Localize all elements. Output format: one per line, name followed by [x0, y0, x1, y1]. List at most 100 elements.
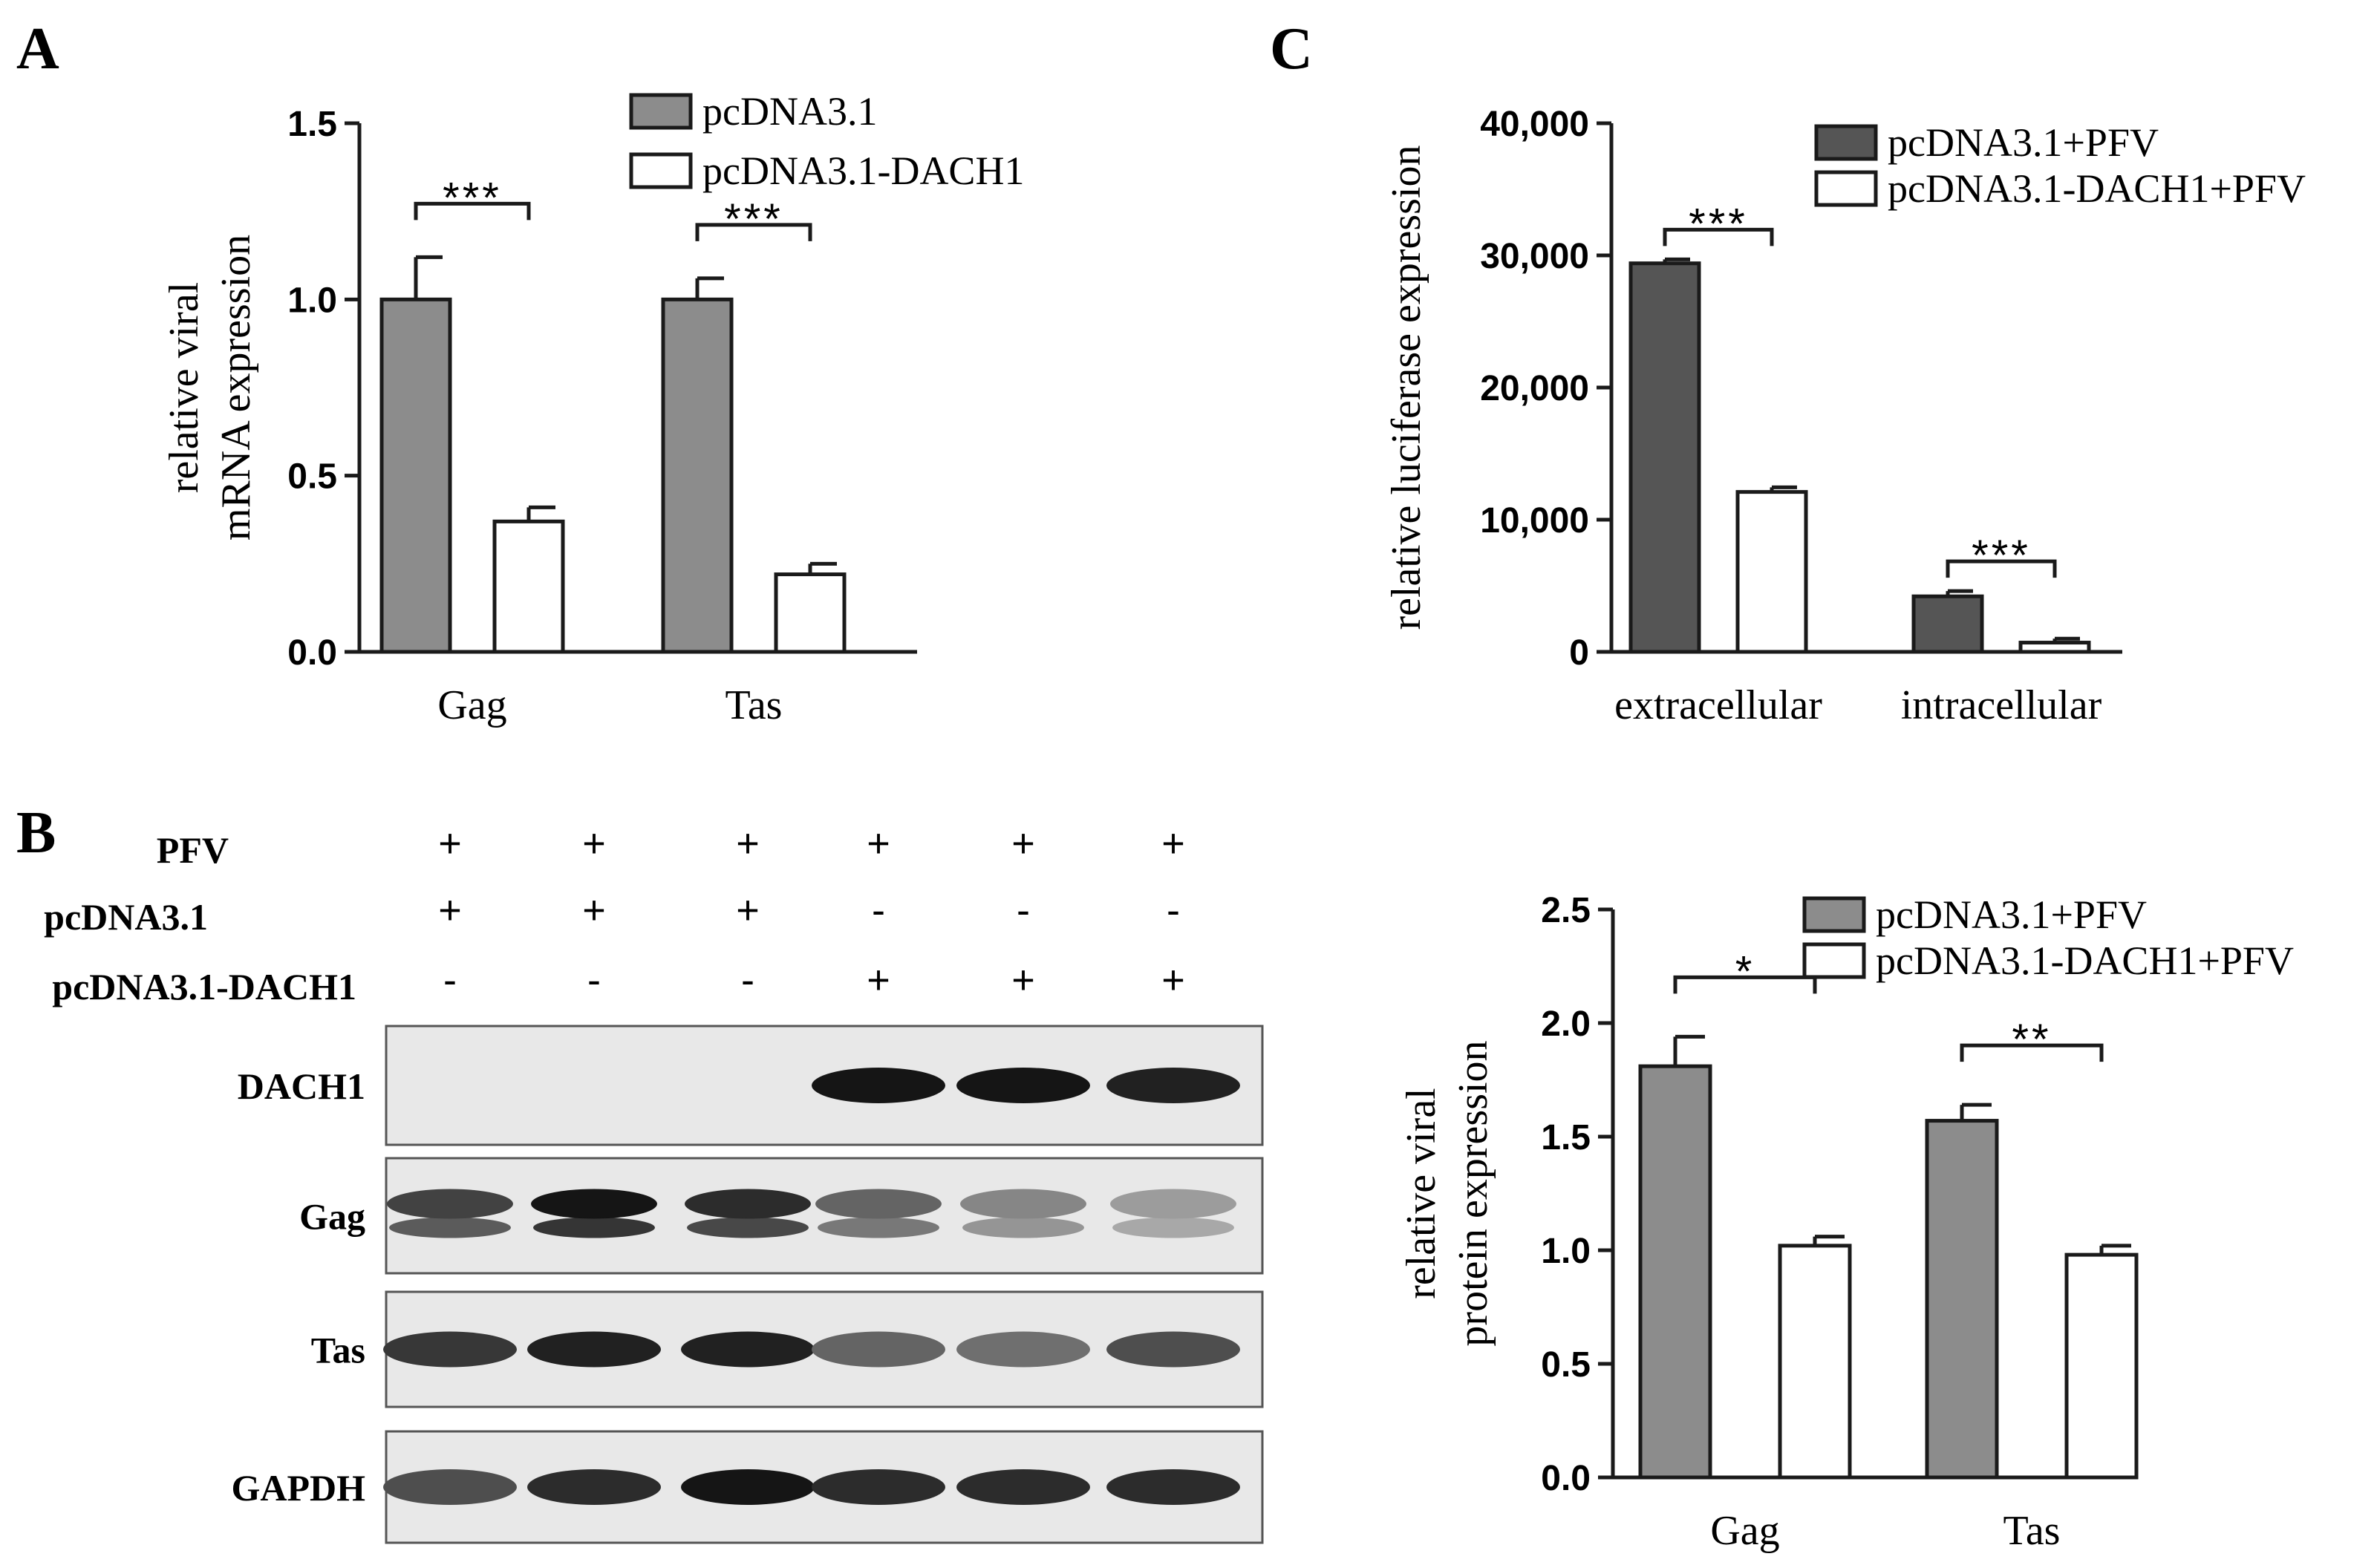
- significance-bracket: [1960, 1043, 2104, 1062]
- significance-bracket: [1946, 559, 2057, 578]
- bar-A-tas-1: [774, 572, 847, 654]
- blot-mark: +: [1011, 958, 1035, 1002]
- y-tick-label: 0.5: [1541, 1345, 1591, 1385]
- significance-marker: ***: [724, 195, 783, 244]
- y-tick-label: 20,000: [1480, 369, 1589, 408]
- bar-B-quant-tas-0: [1925, 1119, 1999, 1480]
- blot-band: [956, 1068, 1090, 1103]
- y-tick-label: 0.0: [287, 633, 337, 673]
- blot-band: [383, 1469, 517, 1505]
- y-tick-label: 2.5: [1541, 891, 1591, 930]
- y-tick-label: 30,000: [1480, 237, 1589, 276]
- y-tick-label: 40,000: [1480, 105, 1589, 144]
- blot-band: [681, 1469, 815, 1505]
- blot-band: [1110, 1189, 1236, 1219]
- blot-band: [815, 1189, 942, 1219]
- x-tick-label: Tas: [726, 682, 783, 728]
- y-axis-label: protein expression: [1450, 1040, 1496, 1346]
- chart-luciferase-expression: 0 10,000 20,000 30,000 40,000 relative lucife…: [1383, 105, 2306, 728]
- blot-mark: +: [1161, 958, 1185, 1002]
- blot-band: [389, 1217, 511, 1238]
- legend-label: pcDNA3.1+PFV: [1876, 892, 2147, 937]
- legend-label: pcDNA3.1-DACH1+PFV: [1876, 938, 2294, 983]
- legend-label: pcDNA3.1-DACH1: [702, 148, 1024, 193]
- chart-mrna-expression: 0.0 0.5 1.0 1.5 relative viral mRNA expressio…: [161, 89, 1024, 728]
- x-tick-label: Tas: [2003, 1508, 2061, 1554]
- blot-band: [687, 1217, 809, 1238]
- y-axis-label: relative luciferase expression: [1383, 145, 1429, 630]
- blot-band: [962, 1217, 1084, 1238]
- y-axis-label: mRNA expression: [213, 235, 259, 540]
- legend-swatch: [629, 93, 693, 130]
- blot-mark: -: [587, 958, 601, 1002]
- y-tick-label: 2.0: [1541, 1004, 1591, 1044]
- y-tick-label: 10,000: [1480, 501, 1589, 540]
- blot-mark: +: [736, 821, 760, 866]
- blot-band: [960, 1189, 1086, 1219]
- blot-mark: +: [867, 958, 890, 1002]
- blot-mark: -: [872, 888, 885, 932]
- blot-band: [527, 1331, 661, 1368]
- blot-band: [812, 1068, 945, 1103]
- bar-B-quant-gag-0: [1638, 1064, 1712, 1480]
- blot-mark: +: [736, 888, 760, 932]
- bar-A-gag-1: [492, 519, 565, 654]
- blot-row-label: GAPDH: [231, 1467, 365, 1509]
- blot-condition-label: pcDNA3.1: [44, 896, 208, 938]
- blot-mark: +: [1161, 821, 1185, 866]
- legend-label: pcDNA3.1+PFV: [1888, 120, 2159, 165]
- panel-label-b: B: [16, 800, 56, 866]
- blot-band: [818, 1217, 939, 1238]
- legend-swatch: [1814, 124, 1878, 161]
- significance-marker: *: [1735, 947, 1755, 996]
- blot-band: [812, 1331, 945, 1368]
- significance-marker: ***: [443, 174, 502, 222]
- blot-mark: +: [582, 888, 606, 932]
- blot-band: [533, 1217, 655, 1238]
- x-tick-label: Gag: [437, 682, 506, 728]
- blot-mark: -: [1167, 888, 1180, 932]
- blot-band: [812, 1469, 945, 1505]
- significance-bracket: [695, 223, 812, 241]
- blot-strip: [385, 1157, 1264, 1275]
- panel-label-c: C: [1270, 16, 1313, 82]
- legend-swatch: [1802, 896, 1866, 933]
- blot-band: [956, 1469, 1090, 1505]
- blot-mark: +: [438, 888, 462, 932]
- y-axis-label: relative viral: [1398, 1088, 1444, 1299]
- y-tick-label: 1.5: [1541, 1118, 1591, 1157]
- bar-C-intracellular-1: [2018, 641, 2091, 654]
- legend-swatch: [629, 152, 693, 189]
- blot-mark: +: [582, 821, 606, 866]
- blot-row-label: Tas: [311, 1330, 365, 1371]
- x-tick-label: intracellular: [1901, 682, 2102, 728]
- blot-band: [1106, 1331, 1240, 1368]
- blot-row-label: DACH1: [238, 1065, 365, 1107]
- y-axis-label: relative viral: [161, 282, 207, 494]
- blot-band: [685, 1189, 811, 1219]
- panel-label-a: A: [16, 16, 59, 82]
- y-tick-label: 0: [1569, 633, 1589, 673]
- x-tick-label: Gag: [1710, 1508, 1779, 1554]
- bar-B-quant-tas-1: [2064, 1252, 2139, 1480]
- blot-band: [1106, 1068, 1240, 1103]
- significance-marker: ***: [1689, 200, 1748, 248]
- legend-swatch: [1802, 942, 1866, 979]
- bar-C-extracellular-0: [1628, 261, 1701, 654]
- blot-band: [956, 1331, 1090, 1368]
- blot-mark: +: [1011, 821, 1035, 866]
- bar-C-intracellular-0: [1911, 594, 1984, 654]
- blot-mark: -: [1017, 888, 1030, 932]
- legend-label: pcDNA3.1: [702, 89, 877, 134]
- blot-band: [531, 1189, 657, 1219]
- chart-protein-expression: 0.0 0.5 1.0 1.5 2.0 2.5 relative viral protein …: [1398, 891, 2294, 1554]
- blot-band: [1112, 1217, 1234, 1238]
- legend-label: pcDNA3.1-DACH1+PFV: [1888, 166, 2306, 211]
- blot-band: [681, 1331, 815, 1368]
- blot-band: [387, 1189, 513, 1219]
- blot-band: [383, 1331, 517, 1368]
- significance-marker: **: [2012, 1016, 2051, 1064]
- y-tick-label: 0.0: [1541, 1459, 1591, 1498]
- bar-B-quant-gag-1: [1778, 1244, 1852, 1480]
